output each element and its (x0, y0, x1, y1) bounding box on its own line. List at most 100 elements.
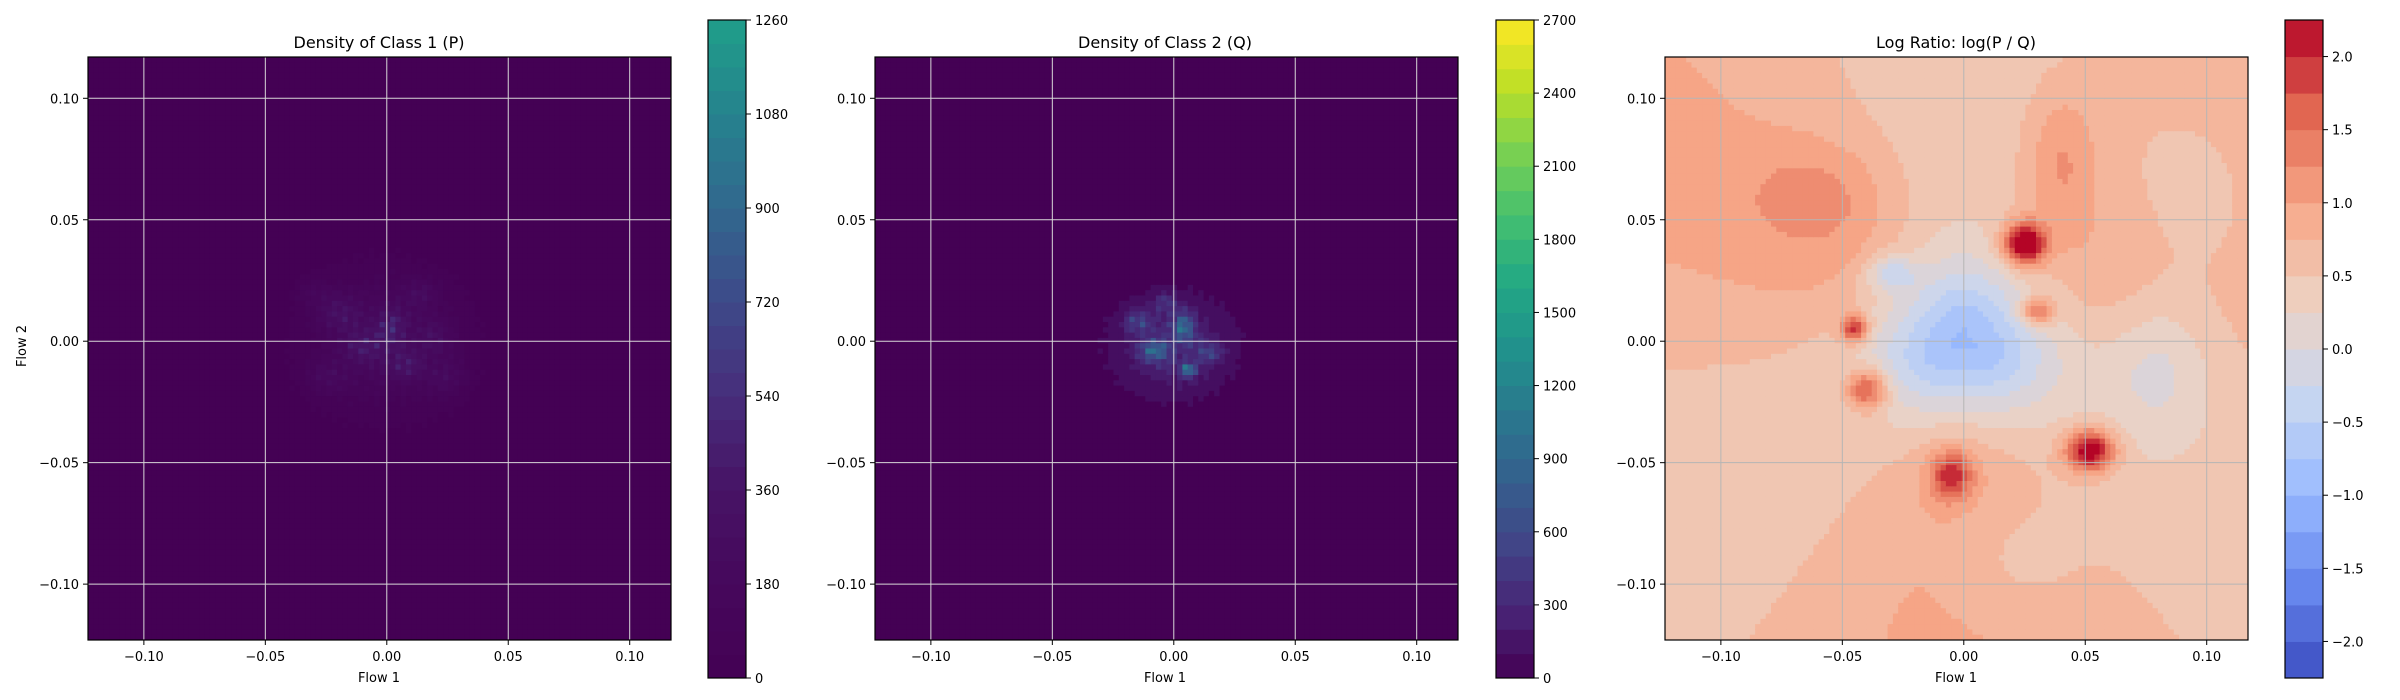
colorbar-band (708, 419, 746, 444)
colorbar-band (1496, 507, 1534, 533)
heatmap-field (875, 57, 1458, 640)
x-tick-label: 0.05 (2071, 650, 2100, 665)
y-tick-label: 0.00 (50, 335, 79, 350)
colorbar-band (1496, 190, 1534, 216)
colorbar-band (2285, 604, 2323, 642)
colorbar-band (708, 443, 746, 467)
colorbar-band (1496, 214, 1534, 240)
colorbar-band (1496, 141, 1534, 167)
colorbar-tick-label: 180 (755, 578, 780, 593)
colorbar-band (1496, 44, 1534, 70)
colorbar-band (1496, 434, 1534, 460)
colorbar-tick-label: 2100 (1543, 160, 1576, 175)
colorbar-frame (1495, 19, 1535, 679)
plot-area: −0.10 −0.05 0.00 0.05 0.10 0.10 0.05 0.00 −0.05 −… (826, 56, 1459, 665)
colorbar-band (1496, 409, 1534, 435)
colorbar-band (708, 184, 746, 209)
colorbar-band (2285, 166, 2323, 204)
colorbar-tick-label: 1.0 (2332, 197, 2353, 212)
colorbar-band (708, 349, 746, 373)
colorbar-band (708, 114, 746, 138)
panel-log-ratio: Log Ratio: log(P / Q) −0.10 −0.05 0.00 0.05… (1616, 19, 2364, 686)
y-tick-label: 0.05 (50, 214, 79, 229)
colorbar-band (1496, 556, 1534, 582)
colorbar-band (1496, 166, 1534, 192)
colorbar-tick-label: 900 (1543, 453, 1568, 468)
colorbar-band (2285, 641, 2323, 679)
colorbar-band (1496, 68, 1534, 94)
colorbar-band (2285, 56, 2323, 94)
colorbar-band (1496, 458, 1534, 484)
colorbar-band (1496, 117, 1534, 143)
colorbar-band (1496, 604, 1534, 630)
colorbar-tick-label: 2400 (1543, 87, 1576, 102)
colorbar: −2.0 −1.5 −1.0 −0.5 0.0 0.5 1.0 1.5 2.0 (2284, 19, 2364, 679)
x-tick-label: −0.10 (911, 650, 951, 665)
colorbar-band (708, 584, 746, 608)
chart-title: Density of Class 1 (P) (294, 33, 465, 52)
colorbar: 0 300 600 900 1200 1500 1800 2100 2400 2700 (1495, 14, 1576, 687)
colorbar-band (1496, 629, 1534, 655)
axes-frame (1664, 56, 2249, 641)
colorbar-band (1496, 239, 1534, 265)
colorbar-band (708, 537, 746, 561)
axes-frame (874, 56, 1459, 641)
colorbar-band (2285, 349, 2323, 387)
colorbar-band (1496, 483, 1534, 508)
x-tick-label: 0.00 (1949, 650, 1978, 665)
y-tick-label: −0.10 (826, 578, 866, 593)
colorbar-band (1496, 531, 1534, 557)
x-tick-label: −0.10 (124, 650, 164, 665)
heatmap-field (88, 57, 671, 640)
colorbar-band (2285, 20, 2323, 58)
chart-title: Log Ratio: log(P / Q) (1876, 33, 2036, 52)
heatmap-field (1665, 57, 2248, 640)
colorbar-band (2285, 202, 2323, 240)
colorbar-band (2285, 531, 2323, 569)
colorbar-tick-label: 1800 (1543, 233, 1576, 248)
colorbar-frame (707, 19, 747, 679)
colorbar-band (2285, 568, 2323, 606)
y-tick-label: −0.05 (39, 457, 79, 472)
colorbar-band (2285, 385, 2323, 423)
colorbar-tick-label: −2.0 (2332, 635, 2364, 650)
colorbar-tick-label: 0 (755, 672, 763, 687)
colorbar-tick-label: 1080 (755, 108, 788, 123)
y-tick-label: 0.10 (50, 92, 79, 107)
colorbar-band (1496, 580, 1534, 606)
colorbar-tick-label: 720 (755, 296, 780, 311)
colorbar-tick-label: 900 (755, 202, 780, 217)
x-tick-label: 0.05 (494, 650, 523, 665)
colorbar-band (708, 43, 746, 68)
x-tick-label: 0.10 (1402, 650, 1431, 665)
colorbar-band (708, 67, 746, 91)
y-tick-label: −0.10 (39, 578, 79, 593)
x-axis-label: Flow 1 (1144, 671, 1186, 686)
colorbar-band (708, 137, 746, 162)
colorbar-band (708, 161, 746, 185)
colorbar-band (1496, 263, 1534, 289)
colorbar-tick-label: 1500 (1543, 306, 1576, 321)
plot-area: −0.10 −0.05 0.00 0.05 0.10 0.10 0.05 0.00 −0.05 −… (39, 56, 672, 665)
colorbar-band (708, 255, 746, 279)
colorbar-tick-label: 360 (755, 484, 780, 499)
colorbar-tick-label: 2700 (1543, 14, 1576, 29)
x-tick-label: −0.05 (1032, 650, 1072, 665)
y-tick-label: 0.00 (1627, 335, 1656, 350)
colorbar-band (708, 490, 746, 514)
x-tick-label: 0.10 (615, 650, 644, 665)
colorbar-tick-label: 1200 (1543, 380, 1576, 395)
panel-class1-density: Density of Class 1 (P) −0.10 −0.05 0.00 0.0… (15, 14, 788, 687)
colorbar-band (708, 372, 746, 397)
colorbar-band (1496, 312, 1534, 338)
colorbar: 0 180 360 540 720 900 1080 1260 (707, 14, 788, 687)
colorbar-band (1496, 288, 1534, 313)
x-tick-label: 0.05 (1281, 650, 1310, 665)
colorbar-band (708, 90, 746, 115)
x-tick-label: −0.05 (1822, 650, 1862, 665)
colorbar-tick-label: 540 (755, 390, 780, 405)
x-tick-label: −0.05 (245, 650, 285, 665)
x-tick-label: −0.10 (1701, 650, 1741, 665)
colorbar-band (708, 631, 746, 655)
